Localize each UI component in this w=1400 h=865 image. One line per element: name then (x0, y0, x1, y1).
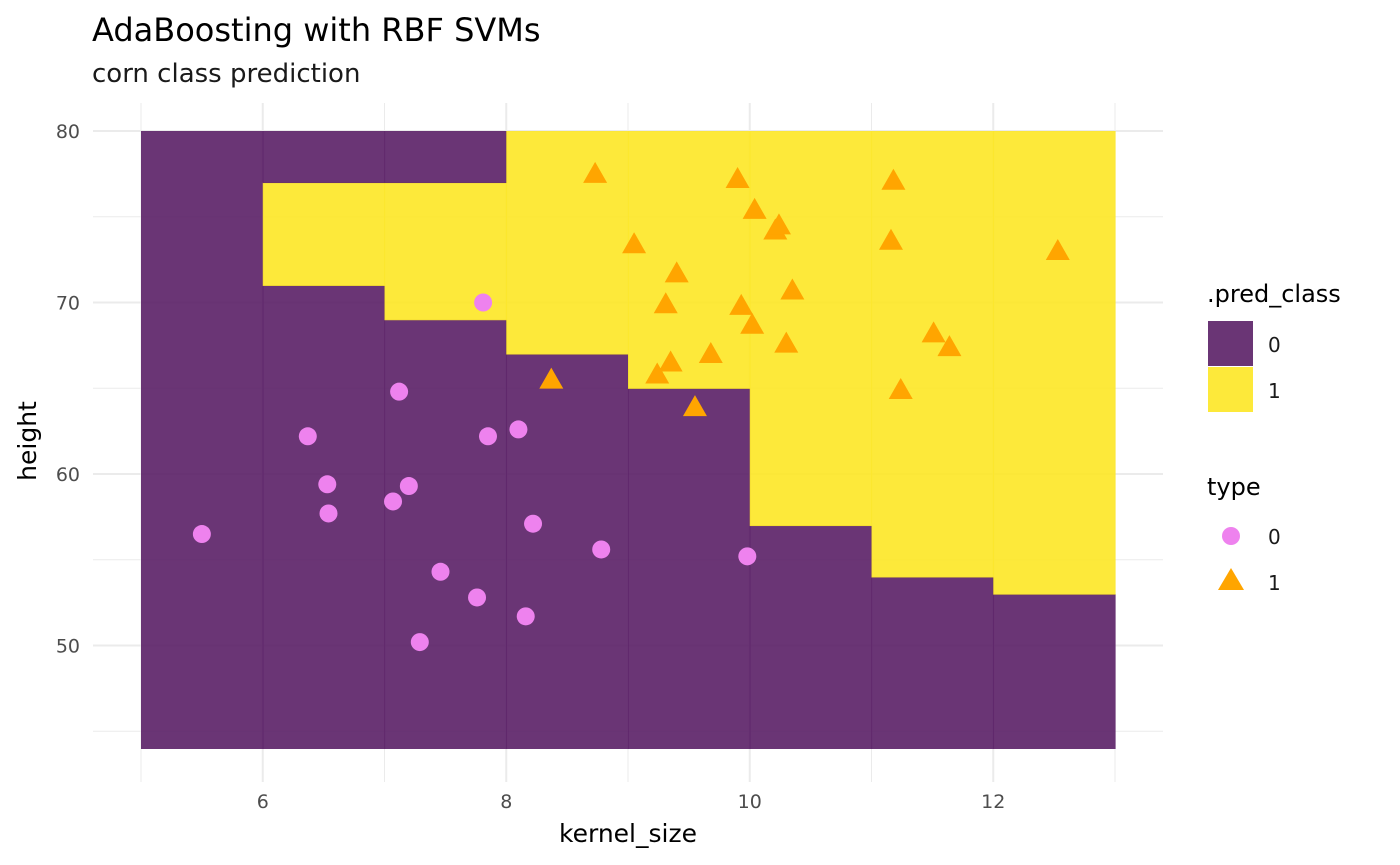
data-point-type-0 (390, 382, 409, 401)
data-point-type-1 (742, 197, 767, 219)
data-point-type-1 (729, 293, 754, 315)
data-point-type-1 (539, 367, 564, 389)
data-point-type-0 (474, 293, 493, 312)
region-tile-0 (141, 131, 264, 749)
legend-label-type-1: 1 (1268, 571, 1281, 595)
data-point-type-0 (410, 633, 429, 652)
y-tick-label: 60 (56, 464, 80, 486)
data-point-type-1 (583, 161, 608, 183)
data-point-type-1 (878, 228, 903, 250)
data-point-type-0 (468, 588, 487, 607)
data-point-type-1 (740, 312, 765, 334)
data-point-type-0 (384, 492, 403, 511)
data-point-type-1 (937, 335, 962, 357)
data-point-type-0 (192, 525, 211, 544)
data-points (192, 161, 1070, 652)
prediction-regions (141, 131, 1116, 749)
data-point-type-1 (645, 362, 670, 384)
data-point-type-0 (592, 540, 611, 559)
data-point-type-1 (698, 341, 723, 363)
x-tick-label: 10 (738, 791, 762, 813)
y-tick-label: 80 (56, 121, 80, 143)
data-point-type-1 (774, 331, 799, 353)
data-point-type-0 (431, 562, 450, 581)
legend-triangle-icon (1218, 568, 1244, 590)
y-axis-ticks: 50 60 70 80 (56, 121, 80, 658)
data-point-type-0 (516, 607, 535, 626)
legend-label-class-1: 1 (1268, 379, 1281, 403)
region-tile-11 (749, 525, 873, 749)
region-tile-2 (262, 182, 386, 286)
data-point-type-1 (658, 350, 683, 372)
x-tick-label: 12 (981, 791, 1005, 813)
y-tick-label: 50 (56, 636, 80, 658)
data-point-type-0 (478, 427, 497, 446)
region-tile-9 (628, 388, 751, 749)
data-point-type-0 (738, 547, 757, 566)
data-point-type-1 (881, 168, 906, 190)
chart-subtitle: corn class prediction (92, 59, 360, 89)
legend-swatch-class-1 (1208, 367, 1253, 412)
legend-label-type-0: 0 (1268, 525, 1281, 549)
legend-pred-class-title: .pred_class (1207, 280, 1341, 308)
data-point-type-1 (653, 292, 678, 314)
legend-label-class-0: 0 (1268, 333, 1281, 357)
x-axis-ticks: 6 8 10 12 (257, 791, 1006, 813)
legend-circle-icon (1222, 527, 1240, 545)
region-tile-12 (749, 131, 873, 527)
legend-type: type 0 1 (1207, 473, 1281, 595)
legend-swatch-class-0 (1208, 321, 1253, 366)
data-point-type-1 (766, 213, 791, 235)
data-point-type-0 (509, 420, 528, 439)
region-tile-3 (262, 131, 386, 184)
x-tick-label: 6 (257, 791, 269, 813)
region-tile-8 (506, 131, 629, 355)
data-point-type-0 (399, 477, 418, 496)
region-tile-10 (628, 131, 751, 389)
data-point-type-1 (888, 377, 913, 399)
data-point-type-0 (318, 475, 337, 494)
region-tile-16 (993, 131, 1116, 595)
data-point-type-1 (921, 321, 946, 343)
x-tick-label: 8 (500, 791, 512, 813)
data-point-type-1 (622, 232, 647, 254)
data-point-type-0 (319, 504, 338, 523)
data-point-type-1 (725, 167, 750, 189)
region-tile-13 (871, 576, 994, 749)
data-point-type-1 (682, 395, 707, 417)
y-tick-label: 70 (56, 293, 80, 315)
data-point-type-1 (780, 278, 805, 300)
legend-pred-class: .pred_class 0 1 (1207, 280, 1341, 412)
chart-title: AdaBoosting with RBF SVMs (92, 11, 541, 49)
region-tile-15 (993, 594, 1116, 749)
region-tile-14 (871, 131, 994, 578)
data-point-type-1 (1045, 239, 1070, 261)
y-axis-title: height (13, 401, 42, 481)
region-tile-7 (506, 353, 629, 749)
legend-type-title: type (1207, 473, 1261, 501)
data-point-type-0 (524, 514, 543, 533)
x-axis-title: kernel_size (559, 819, 697, 848)
data-point-type-1 (664, 261, 689, 283)
region-tile-6 (384, 131, 507, 184)
data-point-type-0 (298, 427, 317, 446)
